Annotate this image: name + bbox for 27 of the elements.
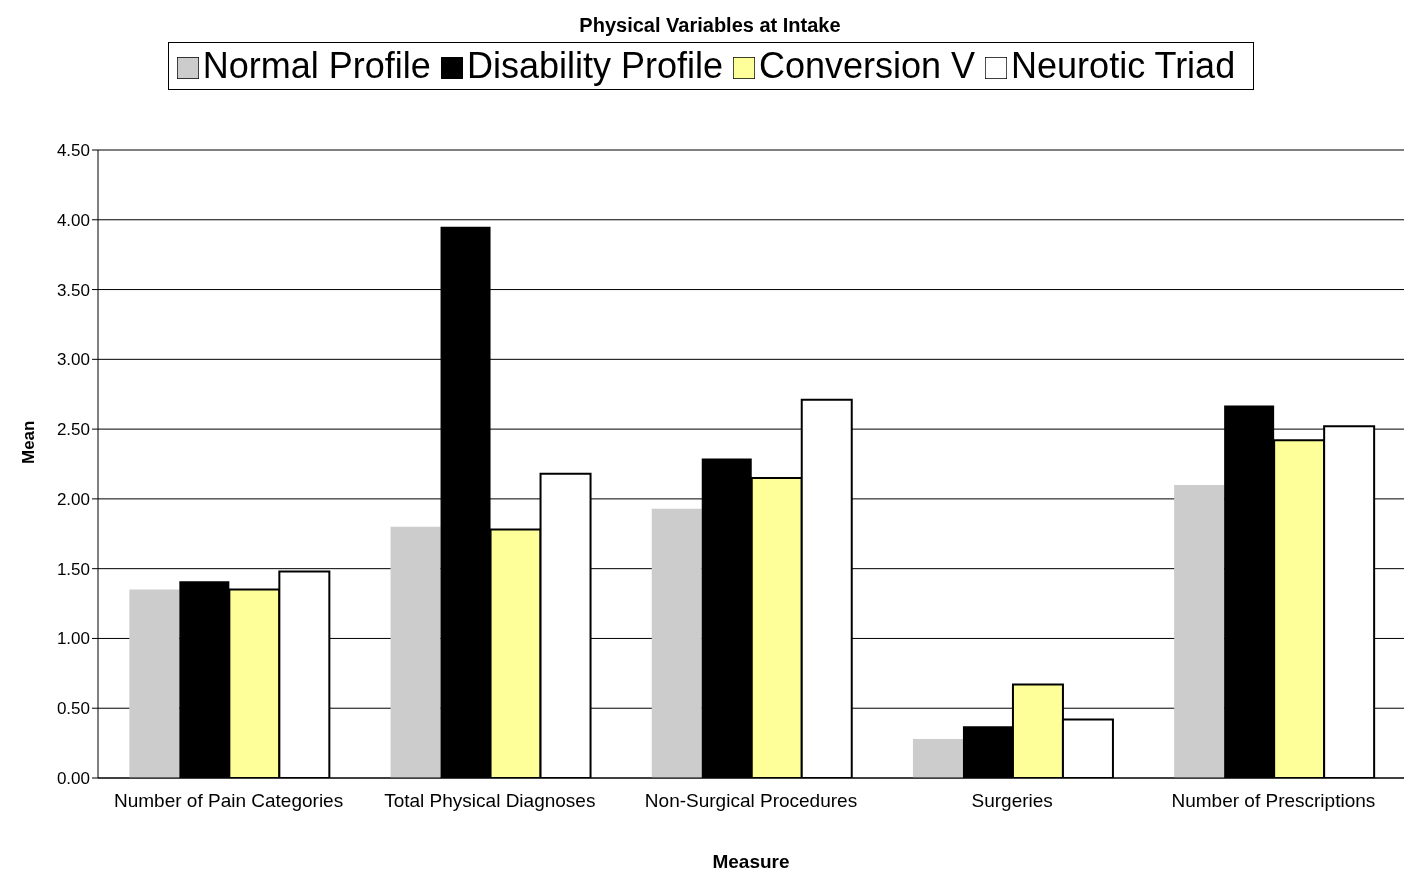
bar — [129, 589, 180, 778]
legend-label: Neurotic Triad — [1011, 45, 1236, 86]
x-axis-title: Measure — [712, 851, 790, 872]
y-tick-label: 1.00 — [56, 629, 90, 649]
x-tick-label: Total Physical Diagnoses — [384, 790, 596, 812]
y-tick-label: 2.50 — [56, 420, 90, 440]
y-tick-label: 4.50 — [56, 141, 90, 161]
y-tick-label: 2.00 — [56, 489, 90, 509]
bar — [912, 738, 963, 778]
y-tick-label: 1.50 — [56, 559, 90, 579]
legend-label: Disability Profile — [466, 45, 723, 86]
x-tick-label: Non-Surgical Procedures — [644, 790, 858, 812]
y-tick-label: 3.50 — [56, 280, 90, 300]
legend-label: Conversion V — [758, 45, 976, 86]
y-tick-label: 3.00 — [56, 350, 90, 370]
bar — [1174, 484, 1225, 778]
y-tick-label: 4.00 — [56, 210, 90, 230]
y-axis-title: Mean — [19, 420, 39, 464]
x-tick-label: Number of Pain Categories — [114, 790, 344, 812]
bar — [390, 526, 441, 778]
y-tick-label: 0.00 — [56, 769, 90, 789]
legend-label: Normal Profile — [202, 45, 431, 86]
x-tick-label: Surgeries — [971, 790, 1053, 812]
x-tick-label: Number of Prescriptions — [1171, 790, 1376, 812]
chart-title: Physical Variables at Intake — [578, 13, 842, 38]
bar — [651, 508, 702, 778]
y-tick-label: 0.50 — [56, 699, 90, 719]
